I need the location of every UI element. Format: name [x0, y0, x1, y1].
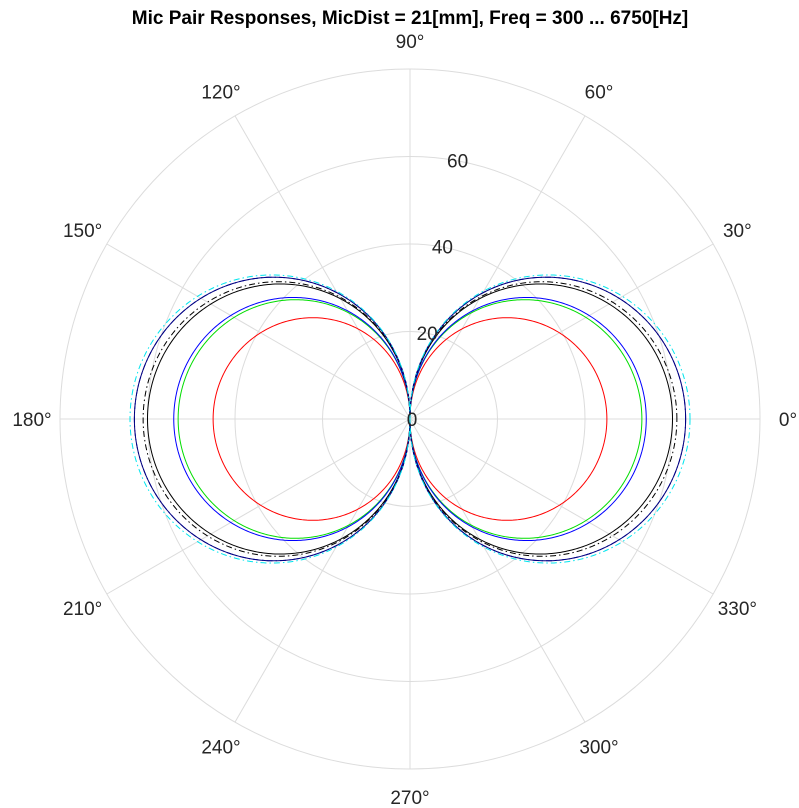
grid-spoke: [234, 115, 411, 420]
response-trace: [133, 276, 687, 562]
r-tick-label: 60: [447, 151, 468, 172]
theta-tick-label: 270°: [390, 788, 429, 808]
theta-tick-label: 240°: [201, 737, 240, 758]
grid-spoke: [409, 243, 714, 420]
theta-tick-label: 90°: [396, 32, 425, 53]
theta-tick-label: 180°: [12, 410, 51, 431]
r-tick-label: 20: [417, 324, 438, 345]
theta-tick-label: 120°: [201, 83, 240, 104]
r-tick-label: 40: [432, 238, 453, 259]
theta-tick-label: 30°: [723, 221, 752, 242]
response-trace: [173, 296, 647, 542]
grid-spoke: [409, 115, 586, 420]
response-trace: [146, 283, 673, 555]
grid-spoke: [234, 418, 411, 723]
grid-spoke: [409, 418, 714, 595]
response-trace: [142, 281, 678, 557]
grid-spoke: [409, 418, 586, 723]
chart-title: Mic Pair Responses, MicDist = 21[mm], Fr…: [132, 8, 689, 29]
theta-tick-label: 210°: [63, 599, 102, 620]
r-tick-label: 0: [407, 410, 418, 431]
grid-spoke: [106, 418, 411, 595]
response-trace: [177, 299, 643, 539]
response-trace: [129, 274, 691, 564]
theta-tick-label: 60°: [585, 83, 614, 104]
theta-tick-label: 150°: [63, 221, 102, 242]
grid-spoke: [106, 243, 411, 420]
theta-tick-label: 300°: [579, 737, 618, 758]
polar-grid: [59, 68, 761, 770]
response-trace: [212, 317, 608, 521]
tick-labels: 0° 30° 60° 90° 120° 150° 180° 210° 240° 270° 300° 3…: [12, 32, 797, 808]
theta-tick-label: 330°: [718, 599, 757, 620]
response-traces: [129, 274, 691, 564]
theta-tick-label: 0°: [779, 410, 797, 431]
